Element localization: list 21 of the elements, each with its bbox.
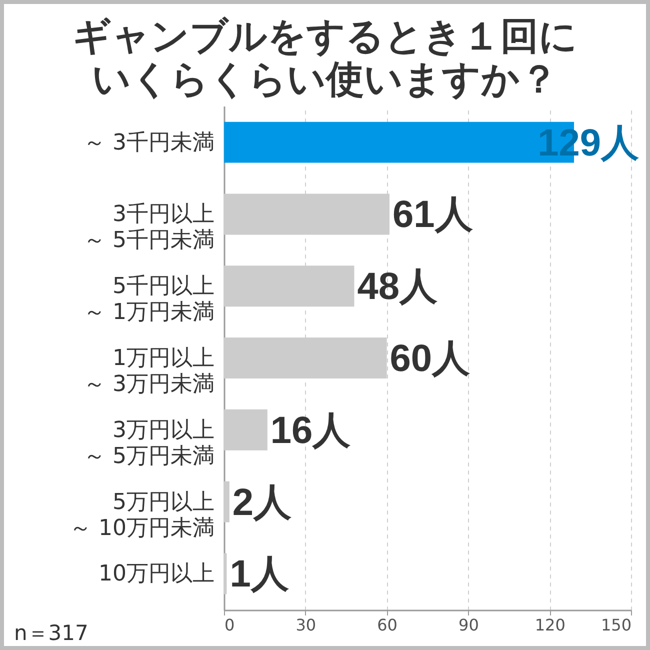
y-tick-label: 3万円以上～ 5万円未満 (84, 418, 214, 469)
chart-title: ギャンブルをするとき１回にいくらくらい使いますか？ (72, 14, 578, 101)
y-tick-label: 5万円以上～ 10万円未満 (70, 490, 214, 541)
x-tick-label: 90 (458, 616, 479, 634)
x-tick-label: 120 (534, 616, 566, 634)
data-label: 48人 (357, 266, 438, 308)
x-tick-label: 30 (296, 616, 316, 634)
x-tick-label: 150 (600, 616, 632, 634)
x-tick-label: 60 (377, 616, 398, 634)
data-label: 60人 (390, 338, 470, 380)
y-tick-label: 3千円以上～ 5千円未満 (84, 202, 214, 254)
y-tick-label: ～ 3千円未満 (84, 130, 214, 156)
x-tick-label: 0 (224, 616, 235, 634)
y-tick-label: 5千円以上～ 1万円未満 (84, 274, 214, 326)
y-tick-label: 10万円以上 (98, 562, 214, 587)
data-label: 2人 (232, 482, 292, 524)
text: n＝317 (14, 621, 88, 645)
data-label: 1人 (230, 554, 289, 596)
data-label: 61人 (392, 194, 473, 236)
y-tick-label: 1万円以上～ 3万円未満 (84, 346, 214, 397)
data-label: 16人 (270, 410, 351, 452)
